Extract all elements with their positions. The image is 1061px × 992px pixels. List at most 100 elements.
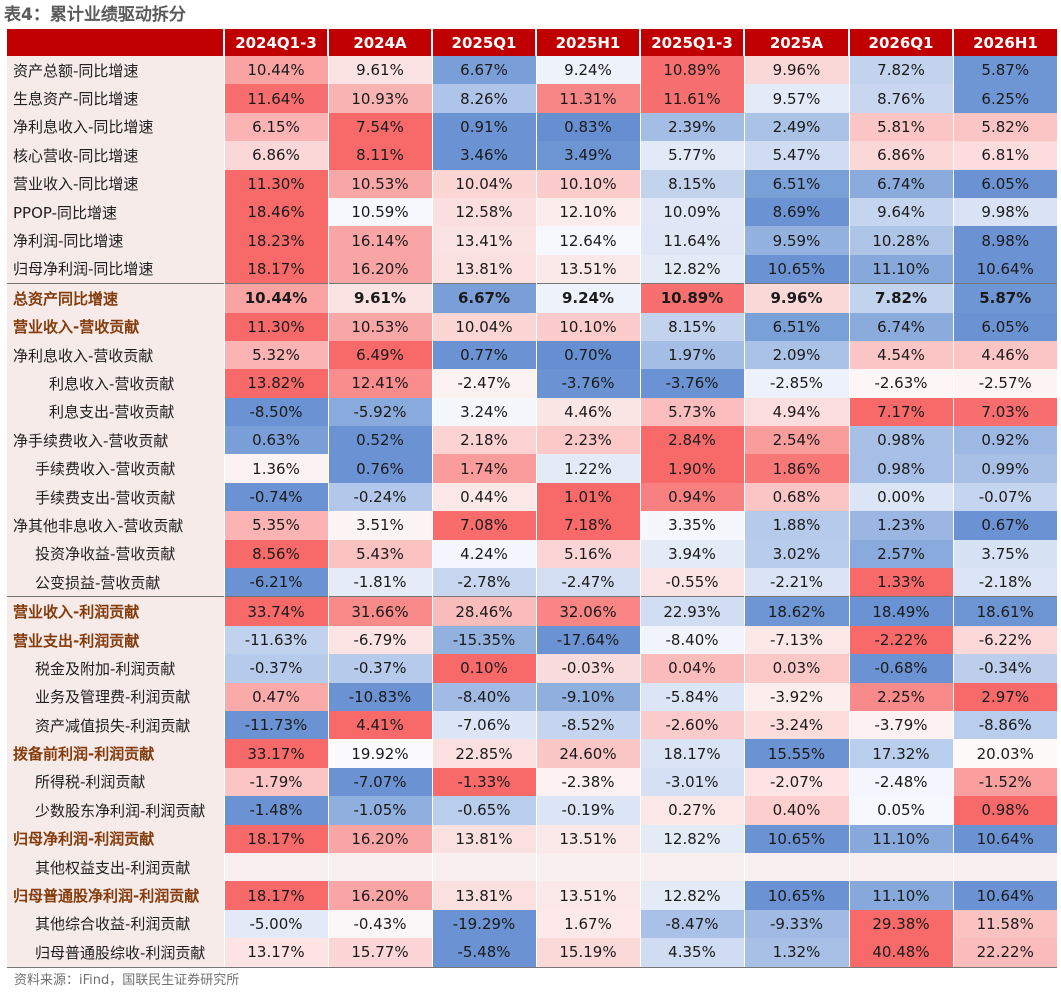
row-label: 营业收入-同比增速: [7, 169, 224, 198]
value-cell: -17.64%: [535, 625, 640, 655]
value-cell: 10.44%: [223, 56, 328, 85]
table-row: 投资净收益-营收贡献 8.56% 5.43% 4.24% 5.16% 3.94% 3.02%…: [7, 539, 1057, 569]
value-cell: -10.83%: [327, 682, 432, 711]
value-cell: 4.94%: [743, 397, 849, 427]
value-cell: 6.49%: [327, 340, 432, 370]
value-cell: -7.07%: [327, 767, 432, 797]
value-cell: 3.94%: [639, 539, 744, 569]
value-cell: 11.10%: [848, 824, 953, 853]
value-cell: 0.52%: [327, 426, 432, 455]
value-cell: -8.86%: [952, 710, 1057, 740]
value-cell: 1.88%: [743, 511, 849, 540]
value-cell: 10.59%: [327, 197, 432, 227]
value-cell: 1.33%: [848, 568, 953, 597]
value-cell: -2.57%: [952, 369, 1057, 398]
value-cell: 6.67%: [431, 56, 536, 85]
value-cell: [535, 852, 640, 882]
table-row: 生息资产-同比增速 11.64% 10.93% 8.26% 11.31% 11.61% 9.…: [7, 84, 1057, 113]
value-cell: 0.76%: [327, 454, 432, 483]
value-cell: 6.05%: [952, 169, 1057, 198]
value-cell: 5.82%: [952, 112, 1057, 142]
value-cell: 0.67%: [952, 511, 1057, 540]
table-row: 净其他非息收入-营收贡献 5.35% 3.51% 7.08% 7.18% 3.35% 1.8…: [7, 511, 1057, 540]
value-cell: 7.54%: [327, 112, 432, 142]
value-cell: 0.70%: [535, 340, 640, 370]
value-cell: 11.31%: [535, 84, 640, 113]
value-cell: 7.17%: [848, 397, 953, 427]
value-cell: 20.03%: [952, 739, 1057, 768]
row-label: 核心营收-同比增速: [7, 141, 224, 170]
value-cell: 11.58%: [952, 909, 1057, 939]
value-cell: 11.30%: [223, 312, 328, 341]
value-cell: 1.90%: [639, 454, 744, 483]
value-cell: 24.60%: [535, 739, 640, 768]
value-cell: 0.05%: [848, 796, 953, 825]
value-cell: -0.07%: [952, 482, 1057, 512]
value-cell: 4.24%: [431, 539, 536, 569]
value-cell: 0.94%: [639, 482, 744, 512]
value-cell: 8.26%: [431, 84, 536, 113]
table-row: PPOP-同比增速 18.46% 10.59% 12.58% 12.10% 10.09% 8…: [7, 197, 1057, 227]
value-cell: 0.98%: [952, 796, 1057, 825]
table-row: 归母普通股净利润-利润贡献 18.17% 16.20% 13.81% 13.51% 12.…: [7, 881, 1057, 910]
value-cell: 19.92%: [327, 739, 432, 768]
value-cell: -19.29%: [431, 909, 536, 939]
value-cell: 32.06%: [535, 596, 640, 626]
value-cell: 6.51%: [743, 312, 849, 341]
value-cell: -11.63%: [223, 625, 328, 655]
value-cell: -5.48%: [431, 938, 536, 968]
performance-breakdown-table: 2024Q1-3 2024A 2025Q1 2025H1 2025Q1-3 20…: [7, 29, 1057, 968]
value-cell: 29.38%: [848, 909, 953, 939]
value-cell: 2.09%: [743, 340, 849, 370]
row-label: 利息收入-营收贡献: [7, 369, 224, 398]
value-cell: 18.17%: [223, 824, 328, 853]
value-cell: -2.38%: [535, 767, 640, 797]
row-label: 净手续费收入-营收贡献: [7, 426, 224, 455]
value-cell: 3.02%: [743, 539, 849, 569]
row-label: 资产总额-同比增速: [7, 56, 224, 85]
value-cell: 10.44%: [223, 283, 328, 313]
value-cell: 6.81%: [952, 141, 1057, 170]
table-row: 总资产同比增速 10.44% 9.61% 6.67% 9.24% 10.89% 9.96% 7…: [7, 283, 1057, 313]
row-label: 其他权益支出-利润贡献: [7, 852, 224, 882]
value-cell: -2.60%: [639, 710, 744, 740]
value-cell: 0.04%: [639, 654, 744, 683]
table-row: 营业支出-利润贡献 -11.63% -6.79% -15.35% -17.64% -8.4…: [7, 625, 1057, 655]
value-cell: 11.61%: [639, 84, 744, 113]
value-cell: 2.18%: [431, 426, 536, 455]
value-cell: 7.18%: [535, 511, 640, 540]
value-cell: 3.49%: [535, 141, 640, 170]
value-cell: -1.79%: [223, 767, 328, 797]
table-row: 营业收入-营收贡献 11.30% 10.53% 10.04% 10.10% 8.15% 6.…: [7, 312, 1057, 341]
value-cell: 0.27%: [639, 796, 744, 825]
value-cell: -8.52%: [535, 710, 640, 740]
value-cell: 9.57%: [743, 84, 849, 113]
value-cell: -5.00%: [223, 909, 328, 939]
value-cell: 5.47%: [743, 141, 849, 170]
value-cell: 10.89%: [639, 56, 744, 85]
value-cell: 18.61%: [952, 596, 1057, 626]
table-row: 其他综合收益-利润贡献 -5.00% -0.43% -19.29% 1.67% -8.47…: [7, 909, 1057, 939]
value-cell: 18.46%: [223, 197, 328, 227]
value-cell: -5.92%: [327, 397, 432, 427]
table-row: 利息支出-营收贡献 -8.50% -5.92% 3.24% 4.46% 5.73% 4.94…: [7, 397, 1057, 427]
row-label: 归母普通股综收-利润贡献: [7, 938, 224, 968]
value-cell: 5.32%: [223, 340, 328, 370]
value-cell: 0.44%: [431, 482, 536, 512]
table-row: 资产减值损失-利润贡献 -11.73% 4.41% -7.06% -8.52% -2.60…: [7, 710, 1057, 740]
header-corner: [7, 29, 224, 56]
value-cell: 22.85%: [431, 739, 536, 768]
value-cell: 31.66%: [327, 596, 432, 626]
value-cell: 13.81%: [431, 881, 536, 910]
value-cell: 17.32%: [848, 739, 953, 768]
table-row: 资产总额-同比增速 10.44% 9.61% 6.67% 9.24% 10.89% 9.96…: [7, 56, 1057, 85]
value-cell: 0.99%: [952, 454, 1057, 483]
value-cell: 6.05%: [952, 312, 1057, 341]
value-cell: 10.65%: [743, 824, 849, 853]
value-cell: -1.52%: [952, 767, 1057, 797]
value-cell: 5.43%: [327, 539, 432, 569]
value-cell: 0.68%: [743, 482, 849, 512]
value-cell: 7.82%: [848, 56, 953, 85]
value-cell: 0.77%: [431, 340, 536, 370]
value-cell: [848, 852, 953, 882]
